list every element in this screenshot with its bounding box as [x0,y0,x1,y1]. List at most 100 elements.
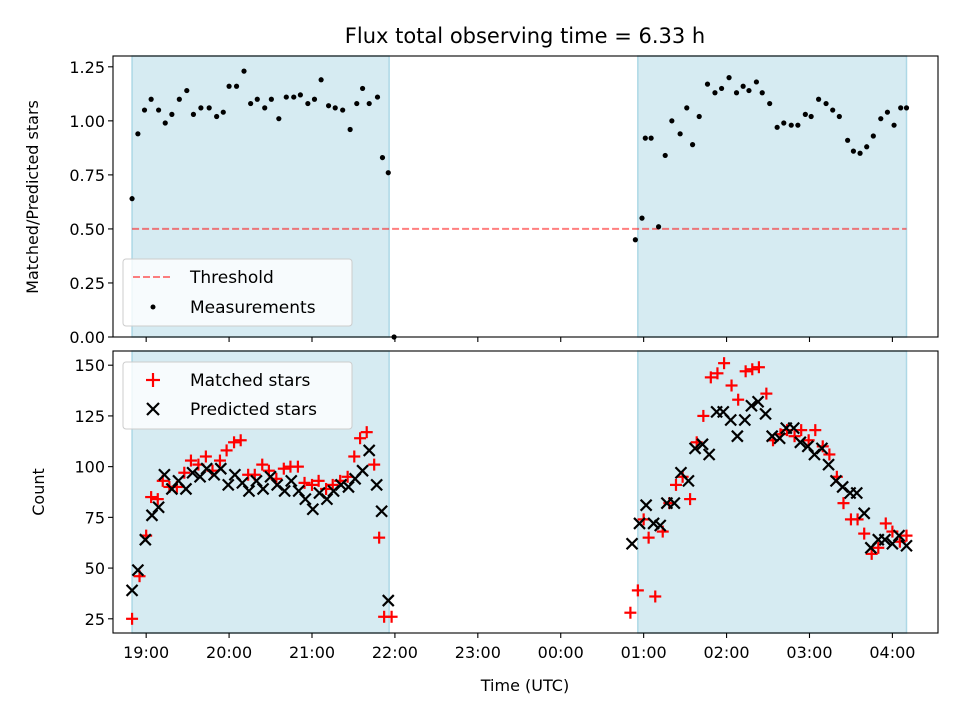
measurement-point [718,85,725,92]
y-tick-label: 0.75 [69,166,105,185]
matched-star-marker [234,434,247,447]
y-tick-label: 25 [85,610,105,629]
matched-star-marker [711,367,724,380]
matched-star-marker [312,474,325,487]
measurement-point [241,68,247,74]
predicted-star-marker [131,563,145,577]
matched-star-marker [624,606,637,619]
measurement-point [850,148,857,154]
measurement-point [206,105,212,111]
predicted-star-marker [878,533,892,546]
predicted-star-marker [186,466,199,480]
predicted-star-marker [306,502,320,516]
matched-star-marker [879,517,892,530]
matched-star-marker [360,426,373,439]
measurement-point [214,113,220,120]
y-tick-label: 0.00 [69,328,105,347]
measurement-point [903,105,910,111]
measurement-point [740,83,746,89]
legend-matched-label: Matched stars [190,371,310,391]
matched-star-marker [145,491,158,504]
measurement-point [878,116,884,122]
x-tick-label: 19:00 [123,643,169,662]
y-tick-label: 150 [74,356,105,375]
predicted-star-marker [362,444,376,457]
measurement-point [774,124,780,130]
predicted-star-marker [125,584,139,597]
matched-star-marker [676,470,689,483]
measurement-point [753,79,760,85]
matched-star-marker [385,610,398,623]
measurement-point [318,77,324,83]
shaded-window-1 [637,55,908,338]
measurement-point [712,90,718,96]
measurement-point [198,105,204,111]
measurement-point [283,94,289,100]
predicted-star-marker [334,478,348,492]
matched-star-marker [348,450,361,463]
predicted-star-marker [892,529,906,542]
predicted-star-marker [375,504,388,518]
measurement-point [366,100,372,107]
predicted-star-marker [299,492,312,506]
measurement-point [870,133,876,139]
predicted-star-marker [738,413,752,427]
predicted-star-marker [682,474,695,488]
matched-star-marker [697,409,710,422]
bottom-y-axis-ticks: 25 50 75 100 125 150 [74,356,113,629]
y-tick-label: 0.50 [69,220,105,239]
matched-star-marker [642,531,655,544]
measurement-point [795,122,801,128]
measurement-point [190,111,197,117]
matched-star-marker [718,357,731,370]
y-tick-label: 125 [74,407,105,426]
measurement-point [823,100,829,107]
matched-star-marker [809,424,822,437]
matched-star-marker [291,460,304,473]
bottom-y-axis-label: Count [29,468,48,516]
matched-star-marker [631,584,644,597]
predicted-star-marker [653,519,667,532]
predicted-star-marker [688,442,702,455]
measurement-point [898,105,904,111]
measurement-point [696,113,702,120]
measurement-point [808,113,814,120]
bottom-axes-frame [112,350,939,634]
matched-star-marker [725,379,738,392]
predicted-star-marker [625,537,639,551]
predicted-star-marker [751,395,765,408]
ratio-panel: 0.00 0.25 0.50 0.75 1.00 1.25 Matched/Predict… [23,55,939,347]
measurement-point [733,90,740,96]
measurement-point [220,109,226,115]
x-axis-label: Time (UTC) [480,676,569,695]
matched-star-marker [823,448,836,461]
measurement-point [276,116,282,122]
measurement-point [845,137,851,143]
measurement-point [297,92,303,98]
measurement-point [305,100,311,107]
predicted-star-marker [857,507,871,520]
top-y-axis-label: Matched/Predicted stars [23,100,42,294]
y-tick-label: 75 [85,508,105,527]
matched-star-marker [704,371,717,384]
predicted-star-marker [787,421,801,435]
x-tick-label: 21:00 [289,643,335,662]
predicted-star-marker [759,407,772,421]
measurement-point [639,215,645,221]
predicted-star-marker [724,413,737,427]
matched-star-marker [151,493,164,506]
matched-star-marker [373,531,386,544]
matched-star-marker [788,430,801,443]
predicted-star-marker [284,474,298,488]
predicted-star-marker [696,438,709,451]
bottom-legend: Matched stars Predicted stars [122,361,353,430]
matched-star-marker [669,478,682,491]
measurement-point [156,107,162,113]
predicted-star-marker [278,484,291,498]
measurement-point [129,196,135,202]
matched-star-marker [354,432,367,445]
measurement-point [379,154,386,161]
measurement-point [385,170,391,176]
measurement-point [359,85,366,92]
measurement-point [662,152,668,159]
